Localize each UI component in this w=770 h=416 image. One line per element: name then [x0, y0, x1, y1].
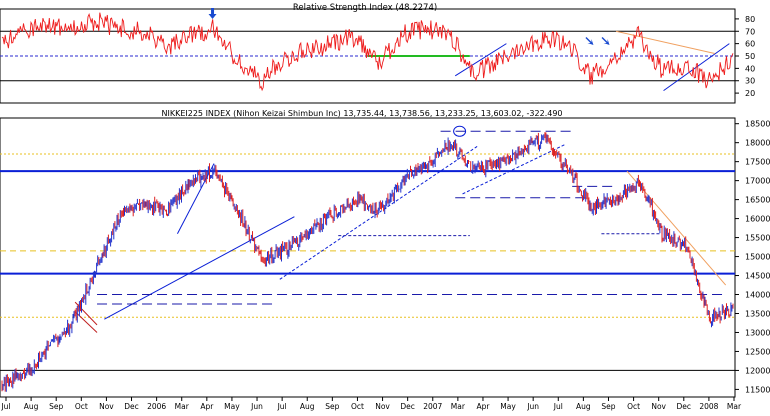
x-tick-label: 2008	[699, 402, 718, 411]
x-tick-label: Jun	[250, 402, 263, 411]
x-tick-label: Apr	[200, 402, 214, 411]
x-tick-label: May	[224, 402, 240, 411]
arrow-icon	[208, 8, 217, 19]
rsi-tick-label: 80	[745, 15, 755, 24]
price-tick-label: 17500	[745, 158, 770, 167]
price-tick-label: 13000	[745, 328, 770, 337]
price-y-axis: 18500 18000 17500 17000 16500 16000 15500 15000…	[735, 120, 770, 394]
rsi-tick-label: 20	[745, 89, 755, 98]
x-tick-label: Mar	[727, 402, 742, 411]
price-tick-label: 14000	[745, 291, 770, 300]
rsi-trendline	[454, 43, 507, 77]
x-tick-label: Jul	[277, 402, 287, 411]
rsi-tick-label: 70	[745, 27, 755, 36]
x-tick-label: 2006	[147, 402, 166, 411]
price-tick-label: 15500	[745, 234, 770, 243]
price-tick-label: 18000	[745, 139, 770, 148]
x-tick-label: Jul	[553, 402, 563, 411]
price-tick-label: 14500	[745, 272, 770, 281]
x-tick-label: Mar	[175, 402, 190, 411]
highlight-circle	[453, 125, 467, 137]
x-tick-label: Jul	[0, 402, 10, 411]
x-tick-label: Oct	[75, 402, 88, 411]
x-tick-label: Aug	[576, 402, 591, 411]
x-tick-label: Nov	[375, 402, 390, 411]
price-tick-label: 15000	[745, 253, 770, 262]
x-tick-label: Sep	[601, 402, 615, 411]
x-tick-label: Dec	[400, 402, 415, 411]
trendline	[462, 144, 566, 195]
rsi-y-axis: 80 70 60 50 40 30 20	[735, 15, 755, 98]
rsi-panel: Relative Strength Index (48.2274) 80 70 60…	[0, 3, 755, 104]
price-tick-label: 16000	[745, 215, 770, 224]
rsi-series	[1, 12, 734, 92]
price-title: NIKKEI225 INDEX (Nihon Keizai Shimbun In…	[162, 109, 563, 118]
x-tick-label: May	[500, 402, 516, 411]
rsi-resistance-line	[615, 30, 715, 55]
price-tick-label: 13500	[745, 309, 770, 318]
price-tick-label: 17000	[745, 177, 770, 186]
x-tick-label: Oct	[627, 402, 640, 411]
price-levels	[0, 153, 735, 371]
price-tick-label: 16500	[745, 196, 770, 205]
x-tick-label: Nov	[651, 402, 666, 411]
x-tick-label: Aug	[300, 402, 315, 411]
price-tick-label: 12500	[745, 347, 770, 356]
price-tick-label: 18500	[745, 120, 770, 129]
x-tick-label: Dec	[677, 402, 692, 411]
trendline	[74, 311, 98, 333]
rsi-line	[1, 12, 734, 92]
price-tick-label: 11500	[745, 385, 770, 394]
trendline	[176, 163, 215, 235]
rsi-tick-label: 30	[745, 77, 755, 86]
x-tick-label: Nov	[99, 402, 114, 411]
rsi-tick-label: 50	[745, 52, 755, 61]
rsi-tick-label: 60	[745, 40, 755, 49]
price-candles	[1, 132, 734, 392]
price-x-axis: Jul Aug Sep Oct Nov Dec 2006 Mar Apr May Jun Jul Aug…	[0, 397, 742, 411]
arrow-icon	[601, 37, 610, 45]
x-tick-label: Jun	[526, 402, 539, 411]
x-tick-label: Apr	[476, 402, 490, 411]
x-tick-label: Aug	[24, 402, 39, 411]
price-panel: NIKKEI225 INDEX (Nihon Keizai Shimbun In…	[0, 109, 770, 411]
rsi-title: Relative Strength Index (48.2274)	[293, 3, 437, 13]
x-tick-label: Mar	[451, 402, 466, 411]
price-tick-label: 12000	[745, 366, 770, 375]
price-frame	[0, 117, 736, 398]
arrow-icon	[585, 37, 594, 45]
x-tick-label: Oct	[351, 402, 364, 411]
rsi-tick-label: 40	[745, 64, 755, 73]
x-tick-label: Dec	[124, 402, 139, 411]
x-tick-label: Sep	[325, 402, 339, 411]
x-tick-label: 2007	[423, 402, 442, 411]
trendline	[104, 216, 295, 320]
x-tick-label: Sep	[49, 402, 63, 411]
